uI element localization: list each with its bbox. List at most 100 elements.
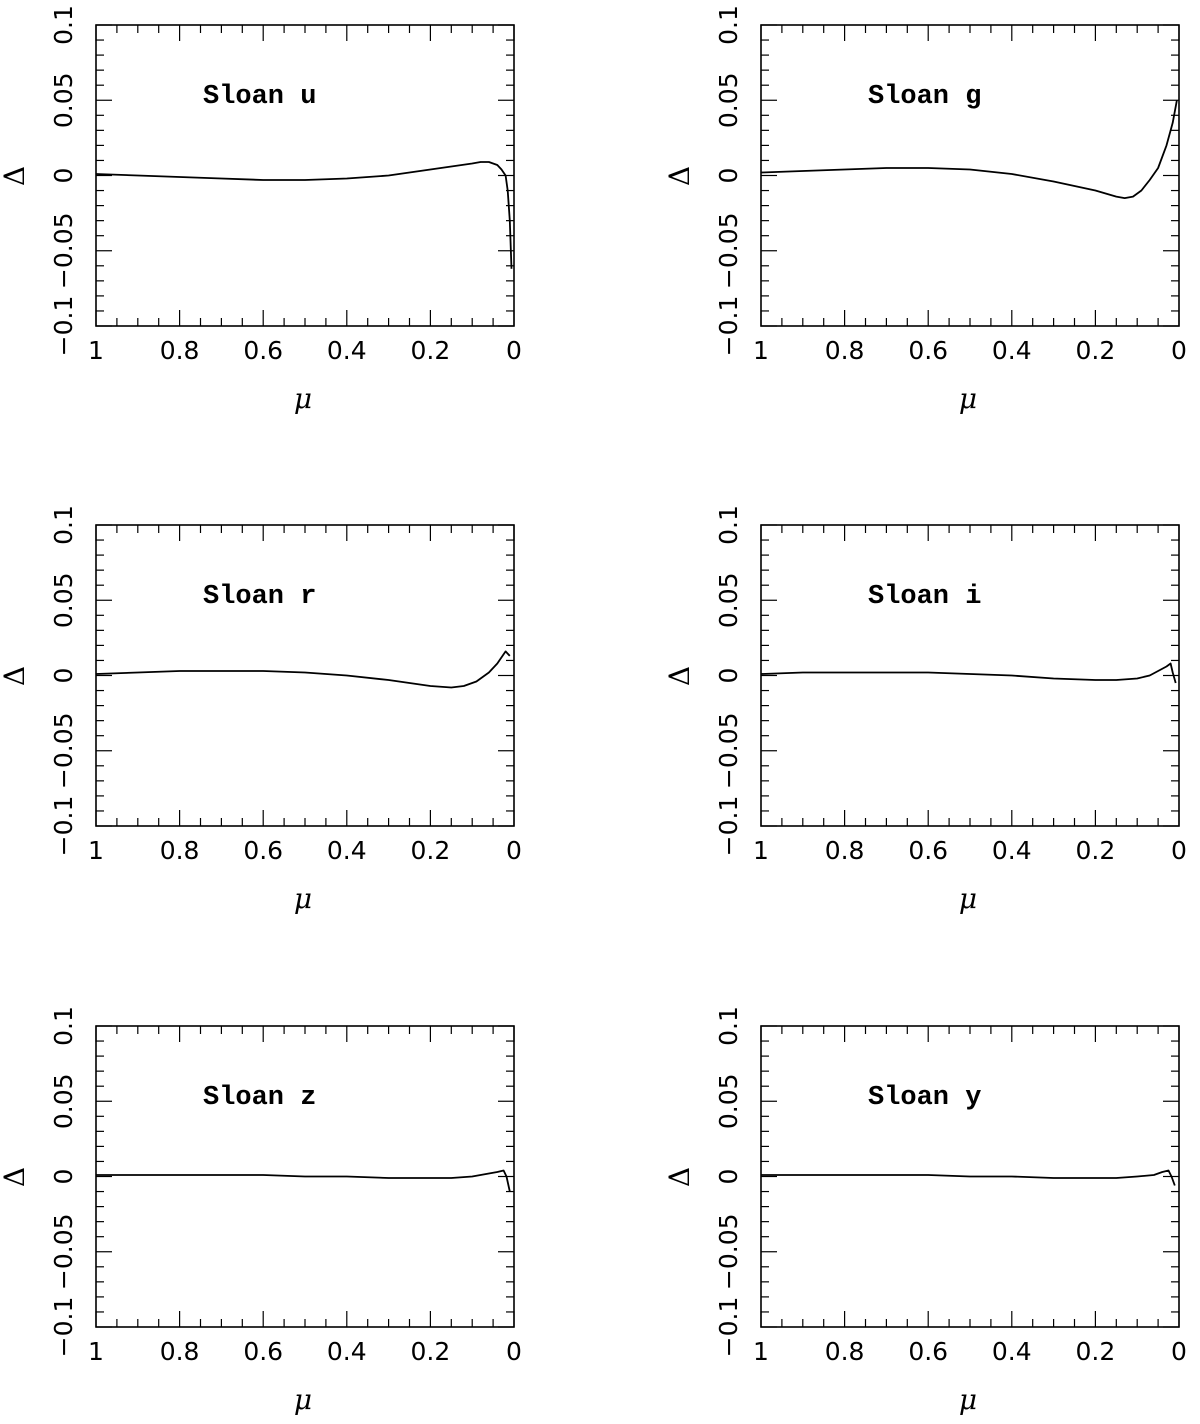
panel-5: 1 0.8 0.6 0.4 0.2 0 −0.1 −0.05 0 0.05 0.1 μ Δ Sloan z (0, 1006, 522, 1416)
series-line (96, 1169, 511, 1192)
y-tick-label: 0 (49, 168, 78, 184)
panel-annotation: Sloan y (868, 1083, 981, 1113)
y-axis-label: Δ (663, 666, 696, 686)
y-tick-label: 0.1 (49, 505, 78, 545)
panel-annotation: Sloan z (203, 1083, 316, 1113)
x-tick-label: 1 (753, 336, 769, 365)
panel-annotation: Sloan r (203, 582, 316, 612)
x-tick-label: 0.8 (825, 836, 865, 865)
y-tick-label: 0.05 (714, 1073, 743, 1129)
x-tick-label: 0.2 (1076, 1337, 1116, 1366)
x-tick-label: 0.4 (992, 336, 1032, 365)
y-tick-label: −0.05 (49, 712, 78, 789)
x-tick-label: 0.8 (825, 336, 865, 365)
panel-2: 1 0.8 0.6 0.4 0.2 0 −0.1 −0.05 0 0.05 0.1 μ Δ Sloan g (663, 5, 1187, 415)
y-tick-label: −0.05 (714, 1213, 743, 1290)
y-axis-label: Δ (663, 1167, 696, 1187)
panel-annotation: Sloan u (203, 82, 316, 112)
y-tick-label: 0.05 (49, 1073, 78, 1129)
x-tick-label: 1 (753, 836, 769, 865)
x-tick-label: 0.2 (411, 1337, 451, 1366)
panel-3: 1 0.8 0.6 0.4 0.2 0 −0.1 −0.05 0 0.05 0.1 μ Δ Sloan r (0, 505, 522, 915)
panel-1: 1 0.8 0.6 0.4 0.2 0 −0.1 −0.05 0 0.05 0.1 μ Δ Sloan u (0, 5, 522, 415)
y-tick-label: 0 (49, 1169, 78, 1185)
x-tick-label: 0.6 (908, 1337, 948, 1366)
x-axis-label: μ (294, 382, 312, 415)
x-axis-label: μ (294, 882, 312, 915)
x-tick-label: 0 (1171, 836, 1187, 865)
y-tick-label: 0.1 (714, 5, 743, 45)
x-axis-label: μ (959, 882, 977, 915)
plot-frame (95, 524, 515, 827)
series-line (95, 650, 511, 689)
y-tick-label: 0.05 (714, 572, 743, 628)
y-axis-label: Δ (0, 166, 31, 186)
x-tick-label: 0.4 (327, 1337, 367, 1366)
x-tick-label: 0.2 (1076, 336, 1116, 365)
x-tick-label: 0.8 (825, 1337, 865, 1366)
y-tick-label: −0.05 (714, 712, 743, 789)
x-tick-label: 0 (506, 1337, 522, 1366)
y-axis-label: Δ (0, 666, 31, 686)
x-tick-label: 0.4 (992, 1337, 1032, 1366)
x-axis-label: μ (294, 1383, 312, 1416)
panel-4: 1 0.8 0.6 0.4 0.2 0 −0.1 −0.05 0 0.05 0.1 μ Δ Sloan i (663, 505, 1187, 915)
y-tick-label: 0.1 (49, 1006, 78, 1046)
x-tick-label: 1 (88, 1337, 104, 1366)
y-tick-label: −0.05 (49, 1213, 78, 1290)
x-tick-label: 1 (88, 336, 104, 365)
x-tick-label: 0.6 (243, 836, 283, 865)
x-tick-label: 0.6 (908, 336, 948, 365)
x-tick-label: 0.4 (327, 336, 367, 365)
y-tick-label: 0 (714, 168, 743, 184)
series-line (760, 100, 1178, 200)
x-axis-label: μ (959, 382, 977, 415)
y-tick-label: −0.1 (49, 1297, 78, 1358)
y-tick-label: −0.1 (714, 1297, 743, 1358)
series-line (95, 161, 513, 269)
y-tick-label: −0.1 (49, 296, 78, 357)
y-tick-label: 0.1 (714, 1006, 743, 1046)
y-axis-label: Δ (663, 166, 696, 186)
y-tick-label: 0 (49, 668, 78, 684)
x-tick-label: 0.4 (992, 836, 1032, 865)
x-tick-label: 0 (1171, 1337, 1187, 1366)
x-tick-label: 0.2 (411, 336, 451, 365)
series-line (760, 662, 1177, 684)
x-tick-label: 1 (88, 836, 104, 865)
y-axis-label: Δ (0, 1167, 31, 1187)
y-tick-label: 0.05 (714, 72, 743, 128)
x-axis-label: μ (959, 1383, 977, 1416)
x-tick-label: 0.6 (243, 336, 283, 365)
x-tick-label: 1 (753, 1337, 769, 1366)
y-tick-label: −0.05 (714, 212, 743, 289)
x-tick-label: 0.6 (908, 836, 948, 865)
panel-6: 1 0.8 0.6 0.4 0.2 0 −0.1 −0.05 0 0.05 0.1 μ Δ Sloan y (663, 1006, 1187, 1416)
plot-frame (760, 24, 1180, 327)
x-tick-label: 0 (506, 336, 522, 365)
y-tick-label: 0 (714, 668, 743, 684)
y-tick-label: 0 (714, 1169, 743, 1185)
x-tick-label: 0 (506, 836, 522, 865)
x-tick-label: 0.2 (411, 836, 451, 865)
y-tick-label: −0.1 (714, 296, 743, 357)
y-tick-label: 0.05 (49, 72, 78, 128)
y-tick-label: −0.1 (49, 796, 78, 857)
x-tick-label: 0.8 (160, 1337, 200, 1366)
y-tick-label: −0.05 (49, 212, 78, 289)
y-tick-label: −0.1 (714, 796, 743, 857)
y-tick-label: 0.1 (714, 505, 743, 545)
x-tick-label: 0.8 (160, 336, 200, 365)
x-tick-label: 0.2 (1076, 836, 1116, 865)
plot-frame (760, 524, 1180, 827)
panel-annotation: Sloan i (868, 582, 981, 612)
series-line (761, 1169, 1176, 1186)
x-tick-label: 0 (1171, 336, 1187, 365)
x-tick-label: 0.4 (327, 836, 367, 865)
x-tick-label: 0.6 (243, 1337, 283, 1366)
x-tick-label: 0.8 (160, 836, 200, 865)
y-tick-label: 0.05 (49, 572, 78, 628)
panel-annotation: Sloan g (868, 82, 981, 112)
y-tick-label: 0.1 (49, 5, 78, 45)
